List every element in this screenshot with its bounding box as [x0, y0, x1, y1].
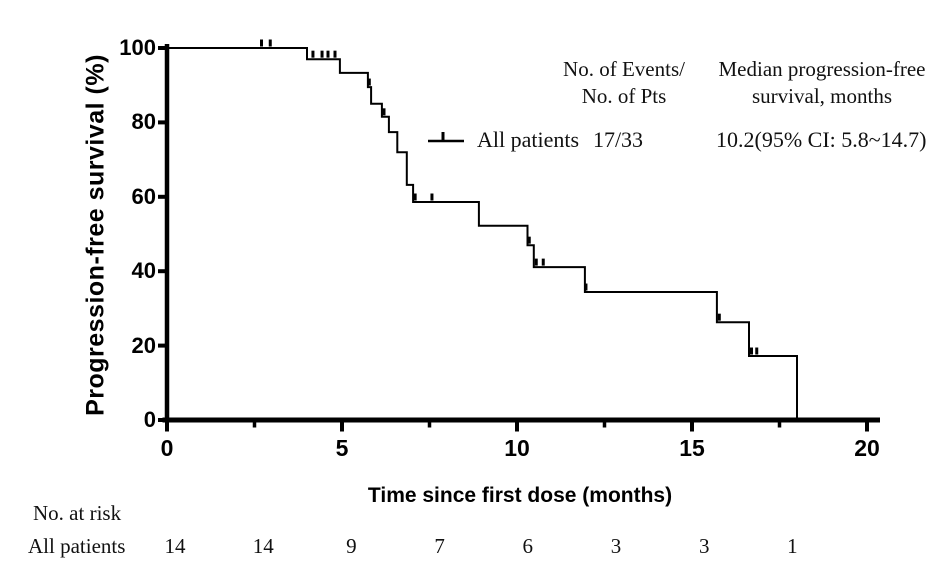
at-risk-count: 9 — [346, 534, 357, 558]
y-tick-label: 100 — [119, 35, 156, 60]
at-risk-count: 3 — [610, 534, 622, 558]
at-risk-count: 3 — [698, 534, 710, 558]
legend-header-events: No. of Events/ No. of Pts — [563, 56, 685, 110]
at-risk-count: 14 — [252, 534, 274, 558]
legend-header-median-line2: survival, months — [751, 84, 892, 108]
legend-header-median-line1: Median progression-free — [718, 57, 926, 81]
x-tick-label: 10 — [504, 435, 530, 461]
at-risk-title: No. at risk — [33, 501, 122, 525]
legend-series-label: All patients — [477, 127, 580, 152]
at-risk-count: 6 — [522, 534, 534, 558]
y-tick-label: 40 — [131, 258, 156, 284]
at-risk-count: 1 — [787, 534, 798, 558]
x-tick-label: 20 — [854, 435, 880, 461]
x-tick-label: 0 — [160, 435, 174, 461]
at-risk-count: 7 — [434, 534, 445, 558]
legend-header-events-line1: No. of Events/ — [563, 57, 685, 81]
x-tick-label: 15 — [679, 435, 705, 461]
legend-events-value: 17/33 — [592, 127, 644, 152]
at-risk-row-label: All patients — [28, 534, 126, 558]
y-tick-label: 0 — [143, 407, 156, 432]
survival-curve — [167, 47, 798, 419]
x-axis-title: Time since first dose (months) — [367, 484, 673, 507]
legend-header-events-line2: No. of Pts — [581, 84, 667, 108]
survival-plot-canvas — [158, 39, 880, 432]
y-tick-label: 20 — [131, 332, 156, 358]
y-tick-label: 60 — [131, 183, 156, 209]
legend-header-median: Median progression-free survival, months — [718, 56, 925, 110]
y-tick-label: 80 — [131, 109, 156, 135]
y-axis-title: Progression-free survival (%) — [81, 54, 110, 416]
at-risk-count: 14 — [164, 534, 186, 558]
legend-median-value: 10.2(95% CI: 5.8~14.7) — [716, 127, 927, 152]
x-tick-label: 5 — [335, 435, 349, 461]
